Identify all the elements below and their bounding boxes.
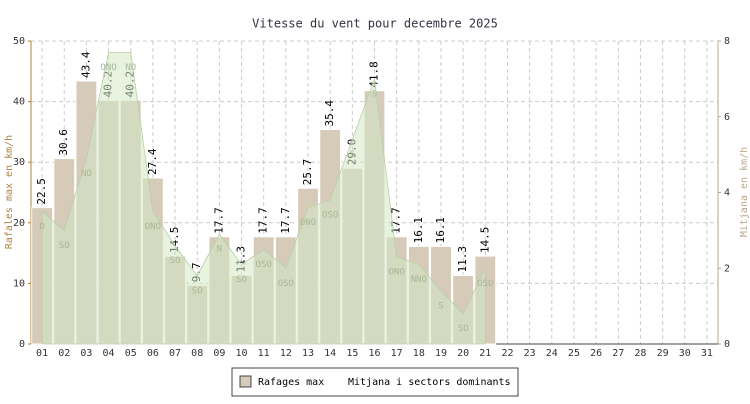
x-tick-label: 08 [191,348,203,359]
x-tick-label: 14 [324,348,336,359]
x-tick-label: 19 [435,348,447,359]
y2-tick-label: 8 [724,36,730,47]
legend-box [231,367,519,397]
value-label: 14.5 [478,227,491,254]
x-tick-label: 18 [413,348,425,359]
sector-label: OSO [322,211,338,221]
sector-label: ONO [145,222,161,232]
x-tick-label: 22 [501,348,513,359]
x-tick-label: 11 [258,348,270,359]
x-tick-label: 15 [346,348,358,359]
sector-label: ONO [300,218,316,228]
x-tick-label: 31 [701,348,713,359]
sector-label: ONO [389,267,405,277]
y-tick-label: 10 [13,278,25,289]
y2-axis-label: Mitjana en km/h [739,147,750,237]
value-label: 27.4 [146,148,159,175]
sector-label: N [217,245,222,255]
sector-label: NO [81,169,92,179]
value-label: 43.4 [79,51,92,78]
value-label: 41.8 [368,61,381,88]
y2-tick-label: 2 [724,263,730,274]
x-tick-label: 25 [568,348,580,359]
x-tick-label: 02 [58,348,70,359]
value-label: 17.7 [212,207,225,234]
legend-label: Rafages max [258,377,324,388]
sector-label: SO [170,256,181,266]
sector-label: SO [236,275,247,285]
y-tick-label: 40 [13,97,25,108]
sector-label: S [438,301,443,311]
legend-label: Mitjana i sectors dominants [348,377,511,388]
x-tick-label: 07 [169,348,181,359]
sector-label: NNO [411,275,427,285]
x-tick-label: 23 [524,348,536,359]
x-tick-label: 30 [679,348,691,359]
x-tick-label: 21 [479,348,491,359]
sector-label: SO [59,241,70,251]
sector-label: OSO [256,260,272,270]
area [41,51,486,345]
y-axis-label: Rafales max en km/h [4,135,15,249]
sector-label: S [350,150,355,160]
x-tick-label: 09 [213,348,225,359]
x-tick-label: 29 [657,348,669,359]
x-tick-label: 10 [236,348,248,359]
x-tick-label: 04 [103,348,115,359]
x-tick-label: 03 [80,348,92,359]
sector-label: S [372,89,377,99]
x-tick-label: 16 [368,348,380,359]
x-tick-label: 26 [590,348,602,359]
value-label: 25.7 [301,159,314,186]
x-tick-label: 24 [546,348,558,359]
y-tick-label: 30 [13,157,25,168]
sector-label: OSO [477,279,493,289]
x-tick-label: 27 [612,348,624,359]
sector-label: ONO [100,63,116,73]
x-tick-label: 13 [302,348,314,359]
y2-tick-label: 0 [724,339,730,350]
sector-label: O [39,222,44,232]
x-tick-label: 28 [634,348,646,359]
sector-label: OSO [278,279,294,289]
value-label: 11.3 [456,246,469,273]
value-label: 17.7 [279,207,292,234]
sector-label: SO [192,286,203,296]
value-label: 30.6 [57,129,70,156]
value-label: 17.7 [257,207,270,234]
value-label: 16.1 [412,217,425,244]
x-tick-label: 20 [457,348,469,359]
x-tick-label: 06 [147,348,159,359]
x-tick-label: 12 [280,348,292,359]
legend-swatch [239,375,252,388]
x-tick-label: 17 [391,348,403,359]
x-tick-label: 01 [36,348,48,359]
chart-title: Vitesse du vent pour decembre 2025 [252,17,498,31]
sector-label: SO [458,324,469,334]
value-label: 35.4 [323,100,336,127]
y2-tick-label: 6 [724,112,730,123]
y-tick-label: 20 [13,218,25,229]
sector-label: NO [125,63,136,73]
y-tick-label: 0 [19,339,25,350]
value-label: 22.5 [35,178,48,205]
value-label: 16.1 [434,217,447,244]
y2-tick-label: 4 [724,188,730,199]
x-tick-label: 05 [125,348,137,359]
y-tick-label: 50 [13,36,25,47]
